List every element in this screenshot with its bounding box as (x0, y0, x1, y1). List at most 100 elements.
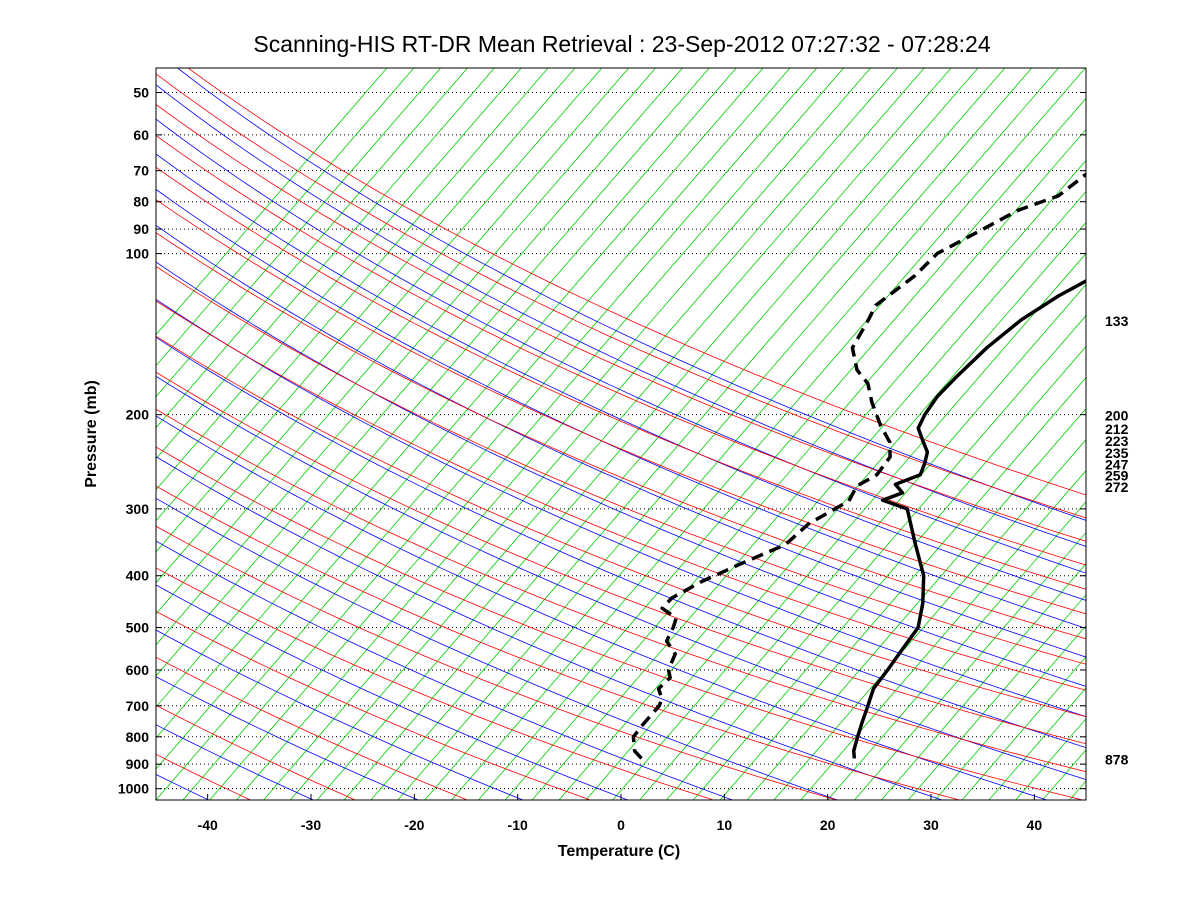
mixing-ratio-line (156, 68, 764, 770)
mixing-ratio-line (719, 376, 1086, 800)
mixing-ratio-line (156, 68, 468, 429)
y-tick-label: 800 (126, 729, 150, 745)
moist-adiabat (156, 103, 1086, 542)
mixing-ratio-line (156, 68, 415, 367)
right-pressure-label: 223 (1105, 433, 1129, 449)
y-axis-label: Pressure (mb) (83, 380, 100, 488)
dry-adiabat (156, 540, 733, 800)
mixing-ratio-line (478, 97, 1086, 800)
mixing-ratio-line (961, 656, 1086, 800)
mixing-ratio-line (156, 68, 576, 553)
mixing-ratio-line (692, 345, 1086, 800)
dry-adiabat (177, 68, 1086, 521)
dry-adiabat (156, 118, 1086, 574)
dry-adiabat (156, 676, 419, 800)
moist-adiabat (156, 135, 1086, 566)
dry-adiabat (156, 584, 628, 800)
moist-adiabat (156, 166, 1086, 590)
mixing-ratio-line (558, 190, 1086, 800)
x-tick-label: -30 (301, 817, 321, 833)
mixing-ratio-line (156, 68, 630, 615)
mixing-ratio-line (236, 68, 871, 800)
mixing-ratio-line (156, 68, 441, 398)
mixing-ratio-line (881, 563, 1086, 800)
mixing-ratio-line (585, 221, 1086, 800)
right-pressure-label: 212 (1105, 421, 1129, 437)
moist-adiabat (156, 485, 960, 800)
mixing-ratio-line (156, 68, 549, 522)
right-pressure-label: 235 (1105, 445, 1129, 461)
mixing-ratio-line (424, 68, 1059, 800)
y-tick-label: 1000 (118, 781, 149, 797)
dry-adiabat (156, 153, 1086, 601)
moist-adiabat (156, 335, 1086, 718)
y-tick-label: 80 (133, 194, 149, 210)
mixing-ratio-line (156, 68, 737, 739)
y-tick-label: 900 (126, 756, 150, 772)
dry-adiabat (156, 415, 1047, 800)
moist-adiabat (156, 656, 468, 800)
mixing-ratio-line (504, 128, 1086, 800)
mixing-ratio-line (182, 68, 818, 800)
mixing-ratio-line (156, 68, 495, 460)
temperature-profile (851, 278, 1086, 759)
moist-adiabat (156, 265, 1086, 665)
y-tick-label: 500 (126, 620, 150, 636)
right-pressure-label: 200 (1105, 408, 1129, 424)
mixing-ratio-line (209, 68, 844, 800)
right-pressure-label: 272 (1105, 479, 1129, 495)
dewpoint-profile (631, 172, 1086, 760)
mixing-ratio-line (907, 594, 1086, 800)
x-tick-label: 0 (617, 817, 625, 833)
x-tick-label: 30 (923, 817, 939, 833)
mixing-ratio-line (263, 68, 898, 800)
x-axis: -40 -30 -20 -10 0 10 20 30 40 (198, 794, 1043, 833)
mixing-ratio-line (156, 68, 791, 800)
y-tick-label: 100 (126, 246, 150, 262)
right-pressure-label: 247 (1105, 457, 1129, 473)
dry-adiabat (156, 375, 1086, 780)
mixing-ratio-line (156, 68, 522, 491)
y-axis: 50 60 70 80 90 100 200 300 400 500 600 700 800 900 100… (118, 84, 1086, 797)
mixing-ratio-line (370, 68, 1006, 800)
mixing-ratio-line (156, 68, 656, 646)
moist-adiabat (156, 73, 1086, 519)
x-tick-label: 20 (820, 817, 836, 833)
moist-adiabat (187, 68, 1086, 496)
y-tick-label: 50 (133, 84, 149, 100)
dry-adiabat (156, 84, 1086, 547)
right-pressure-label: 878 (1105, 751, 1129, 767)
mixing-ratio-line (289, 68, 925, 800)
mixing-ratio-line (156, 68, 603, 584)
mixing-ratio-line (639, 283, 1086, 800)
moist-adiabat (156, 567, 714, 800)
x-tick-label: 40 (1027, 817, 1043, 833)
dry-adiabat (156, 497, 838, 800)
chart-title: Scanning-HIS RT-DR Mean Retrieval : 23-S… (253, 31, 990, 57)
x-tick-label: -10 (508, 817, 528, 833)
mixing-ratio-line (854, 532, 1086, 800)
mixing-ratio-line (612, 252, 1086, 800)
x-axis-label: Temperature (C) (558, 843, 680, 860)
moist-adiabat (156, 408, 1086, 773)
dry-adiabat (156, 456, 943, 800)
mixing-ratio-line (666, 314, 1086, 800)
mixing-ratio-line (343, 68, 979, 800)
mixing-ratio-line (800, 470, 1086, 800)
x-tick-label: -40 (198, 817, 218, 833)
moist-adiabat (156, 232, 1086, 640)
y-tick-label: 200 (126, 407, 150, 423)
moist-adiabat (156, 371, 1086, 745)
mixing-ratio-line (827, 501, 1086, 800)
x-tick-label: -20 (404, 817, 424, 833)
x-tick-label: 10 (717, 817, 733, 833)
mixing-ratio-line (451, 68, 1086, 800)
moist-adiabat (156, 610, 591, 800)
y-tick-label: 300 (126, 501, 150, 517)
y-tick-label: 60 (133, 127, 149, 143)
moist-adiabat (156, 525, 837, 800)
mixing-ratio-line (156, 68, 683, 677)
mixing-ratio-line (156, 68, 388, 336)
